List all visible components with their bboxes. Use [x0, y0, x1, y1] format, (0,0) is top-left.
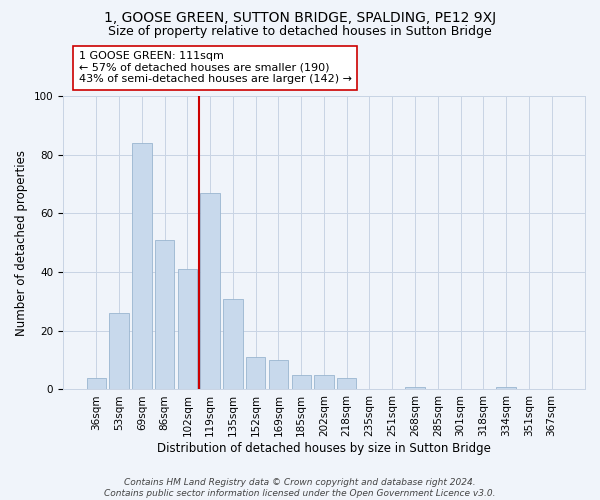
- Bar: [269, 360, 288, 390]
- Bar: [496, 386, 516, 390]
- Bar: [86, 378, 106, 390]
- Bar: [223, 298, 242, 390]
- Bar: [132, 143, 152, 390]
- Bar: [178, 269, 197, 390]
- X-axis label: Distribution of detached houses by size in Sutton Bridge: Distribution of detached houses by size …: [157, 442, 491, 455]
- Bar: [109, 313, 129, 390]
- Bar: [246, 357, 265, 390]
- Bar: [314, 375, 334, 390]
- Bar: [292, 375, 311, 390]
- Text: 1, GOOSE GREEN, SUTTON BRIDGE, SPALDING, PE12 9XJ: 1, GOOSE GREEN, SUTTON BRIDGE, SPALDING,…: [104, 11, 496, 25]
- Bar: [406, 386, 425, 390]
- Bar: [337, 378, 356, 390]
- Y-axis label: Number of detached properties: Number of detached properties: [15, 150, 28, 336]
- Text: Size of property relative to detached houses in Sutton Bridge: Size of property relative to detached ho…: [108, 25, 492, 38]
- Bar: [155, 240, 174, 390]
- Text: 1 GOOSE GREEN: 111sqm
← 57% of detached houses are smaller (190)
43% of semi-det: 1 GOOSE GREEN: 111sqm ← 57% of detached …: [79, 51, 352, 84]
- Text: Contains HM Land Registry data © Crown copyright and database right 2024.
Contai: Contains HM Land Registry data © Crown c…: [104, 478, 496, 498]
- Bar: [200, 193, 220, 390]
